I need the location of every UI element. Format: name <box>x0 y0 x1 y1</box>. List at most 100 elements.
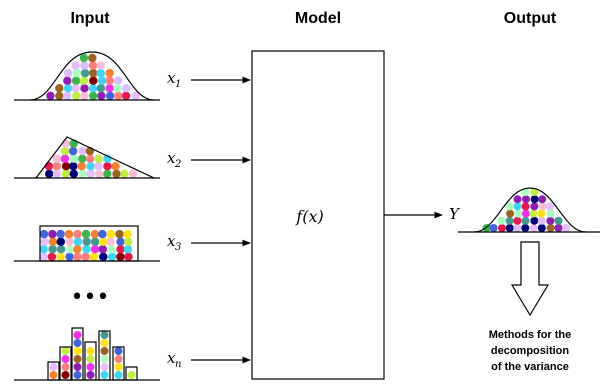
sample-dot <box>88 53 97 63</box>
sample-dot <box>521 216 530 225</box>
sample-dot <box>94 154 103 163</box>
sample-dot <box>113 76 123 85</box>
sample-dot <box>81 252 90 261</box>
sample-dot <box>105 68 114 78</box>
sample-dot <box>82 237 91 246</box>
sample-dot <box>88 61 98 70</box>
sample-dot <box>100 355 109 363</box>
sample-dot <box>56 229 65 239</box>
sample-dot <box>105 76 114 85</box>
sample-dot <box>65 245 75 254</box>
sample-dot <box>546 216 555 225</box>
sample-dot <box>90 237 100 246</box>
sample-dot <box>95 169 104 178</box>
sample-dot <box>56 245 66 254</box>
sample-dot <box>505 202 514 211</box>
sample-dot <box>48 237 58 246</box>
sample-dot <box>100 331 109 339</box>
output-distribution-bell <box>458 187 600 233</box>
sample-dot <box>64 229 74 239</box>
sample-dot <box>61 347 70 355</box>
sample-dot <box>116 252 125 261</box>
input-label-2: x 2 <box>167 149 181 170</box>
sample-dot <box>61 355 70 363</box>
sample-dot <box>530 202 539 211</box>
sample-dot <box>100 371 109 379</box>
sample-dot <box>514 209 523 218</box>
sample-dot <box>538 195 547 204</box>
sample-dot <box>68 146 78 156</box>
sample-dot <box>106 237 115 246</box>
sample-dot <box>69 162 78 171</box>
input-distribution-uniform <box>14 225 160 262</box>
sample-dot <box>99 237 108 246</box>
sample-dot <box>63 76 72 85</box>
sample-dot <box>99 252 108 261</box>
sample-dot <box>107 252 117 261</box>
sample-dot <box>521 202 530 211</box>
sample-dot <box>538 202 547 211</box>
sample-dot <box>73 252 82 261</box>
sample-dot <box>530 188 539 196</box>
sample-dot <box>88 84 98 93</box>
sample-dot <box>55 84 64 93</box>
sample-dot <box>62 91 72 101</box>
sample-dot <box>85 154 95 163</box>
sample-dot <box>56 252 65 261</box>
sample-dot <box>114 355 123 363</box>
sample-dot <box>69 169 79 178</box>
sample-dot <box>89 91 98 101</box>
sample-dot <box>546 202 555 211</box>
sample-dot <box>114 371 123 379</box>
output-header: Output <box>504 10 557 27</box>
sample-dot <box>46 91 55 101</box>
sample-dot <box>96 68 105 78</box>
sample-dot <box>546 209 555 218</box>
sample-dot <box>103 169 112 178</box>
sample-dot <box>86 347 95 355</box>
sample-dot <box>537 224 546 232</box>
sample-dot <box>106 229 116 239</box>
sample-dot <box>505 216 514 225</box>
sample-dot <box>113 84 122 93</box>
sample-dot <box>73 355 82 363</box>
methods-note-line-1: Methods for the <box>489 329 572 341</box>
sample-dot <box>114 347 123 355</box>
sample-dot <box>123 229 132 239</box>
sample-dot <box>71 61 80 70</box>
sample-dot <box>63 68 73 78</box>
sample-dot <box>63 84 73 93</box>
svg-text:2: 2 <box>174 159 181 170</box>
sample-dot <box>522 195 530 204</box>
sample-dot <box>537 216 546 225</box>
sample-dot <box>71 76 81 85</box>
sample-dot <box>497 216 506 225</box>
methods-note-line-3: of the variance <box>491 361 569 373</box>
sample-dot <box>131 91 140 101</box>
sample-dot <box>114 363 123 371</box>
sample-dot <box>94 162 103 171</box>
input-label-1: x 1 <box>167 69 181 90</box>
sample-dot <box>562 224 571 232</box>
sample-dot <box>100 347 109 355</box>
svg-text:1: 1 <box>175 79 181 90</box>
sample-dot <box>97 76 107 85</box>
sample-dot <box>521 188 530 196</box>
sample-dot <box>100 339 109 347</box>
sample-dot <box>73 331 82 339</box>
input-distribution-triangle <box>14 136 160 179</box>
sample-dot <box>120 169 129 178</box>
sample-dot <box>73 339 82 347</box>
sample-dot <box>89 68 98 78</box>
sample-dot <box>82 245 91 254</box>
sample-dot <box>103 162 112 171</box>
input-label-3: x 3 <box>167 232 181 253</box>
output-label: Y <box>449 205 461 223</box>
sample-dot <box>529 209 538 218</box>
model-function-label: f(x) <box>295 207 323 226</box>
sample-dot <box>61 162 71 171</box>
sample-dot <box>73 229 82 239</box>
sample-dot <box>69 154 78 163</box>
sample-dot <box>61 371 70 379</box>
